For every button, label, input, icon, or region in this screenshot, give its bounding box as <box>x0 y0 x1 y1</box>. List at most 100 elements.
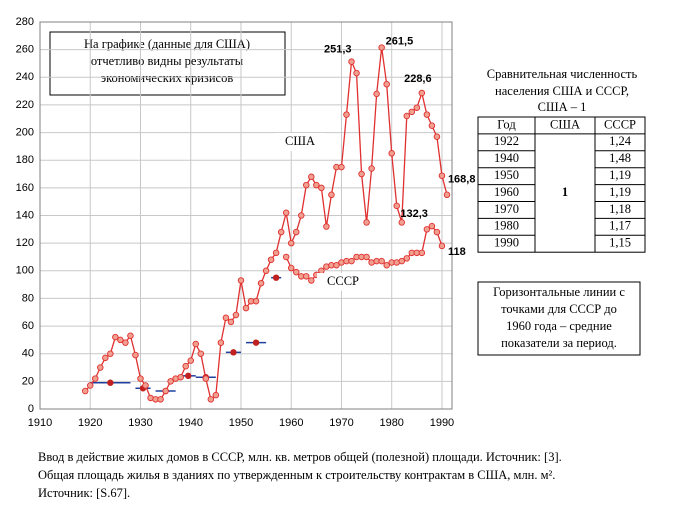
y-tick-label: 180 <box>16 154 34 166</box>
caption: Источник: [S.67]. <box>38 486 130 500</box>
point <box>338 163 345 171</box>
point <box>368 165 375 172</box>
y-tick-label: 260 <box>16 44 34 56</box>
note: Горизонтальные линии с <box>493 285 625 299</box>
y-tick-label: 80 <box>22 292 34 304</box>
note: показатели за период. <box>501 336 617 350</box>
y-tick-label: 160 <box>16 182 34 194</box>
point <box>267 256 275 263</box>
point <box>418 249 426 257</box>
point <box>207 396 215 403</box>
point <box>162 387 169 395</box>
point <box>423 111 431 118</box>
point <box>102 354 109 362</box>
point <box>132 351 139 359</box>
table-header: СССР <box>604 117 636 131</box>
point <box>127 332 134 339</box>
table-title: населения США и СССР, <box>495 84 629 98</box>
data-label: 228,6 <box>404 73 432 85</box>
point <box>86 382 94 389</box>
point <box>182 362 189 370</box>
point <box>373 90 380 98</box>
y-tick-label: 120 <box>16 237 34 249</box>
point <box>303 181 310 189</box>
point <box>393 202 400 210</box>
point <box>378 44 385 51</box>
point <box>413 104 421 111</box>
y-tick-label: 0 <box>28 403 34 415</box>
point <box>323 223 330 230</box>
table-cell: 1950 <box>494 168 519 182</box>
x-tick-label: 1910 <box>28 417 52 429</box>
point <box>107 350 114 357</box>
point <box>313 181 320 189</box>
point <box>423 226 431 233</box>
table-header: Год <box>497 117 516 131</box>
table-cell: 1,24 <box>609 134 632 148</box>
point <box>157 396 164 403</box>
point <box>418 89 426 97</box>
point <box>428 222 436 230</box>
point <box>348 257 355 265</box>
plot-frame <box>39 21 453 410</box>
point <box>403 112 411 120</box>
point <box>197 350 205 357</box>
table-title: Сравнительная численность <box>487 67 638 81</box>
y-tick-label: 200 <box>16 126 34 138</box>
point <box>383 80 390 88</box>
table-cell: 1,17 <box>609 219 631 233</box>
y-tick-label: 60 <box>22 320 34 332</box>
point <box>262 267 270 275</box>
x-tick-label: 1930 <box>128 417 152 429</box>
point <box>217 339 225 346</box>
point <box>328 191 335 199</box>
point <box>92 375 99 382</box>
note: точками для СССР до <box>501 302 617 316</box>
data-label: 168,8 <box>448 174 476 186</box>
point <box>378 257 385 265</box>
annotation: отчетливо видны результаты <box>91 54 244 68</box>
point <box>237 277 245 284</box>
data-label: 261,5 <box>386 35 414 47</box>
point <box>318 267 325 275</box>
y-tick-label: 280 <box>16 16 34 28</box>
point <box>287 264 295 272</box>
point <box>383 262 390 269</box>
x-tick-label: 1990 <box>430 417 454 429</box>
point <box>282 253 290 261</box>
x-tick-label: 1960 <box>279 417 303 429</box>
point <box>122 339 129 346</box>
point <box>358 170 365 178</box>
table-cell: 1990 <box>494 236 519 250</box>
point <box>187 357 194 364</box>
label-bg <box>274 133 326 151</box>
point <box>277 228 285 236</box>
point <box>202 375 210 382</box>
y-tick-label: 40 <box>22 348 34 360</box>
average-dot <box>272 274 280 281</box>
x-tick-label: 1970 <box>329 417 353 429</box>
point <box>282 209 290 216</box>
x-tick-label: 1940 <box>178 417 202 429</box>
series-label: СССР <box>327 274 359 288</box>
point <box>433 133 441 140</box>
point <box>252 297 260 305</box>
average-dot <box>107 379 114 386</box>
point <box>443 191 451 199</box>
point <box>388 150 395 157</box>
annotation: На графике (данные для США) <box>84 37 250 51</box>
point <box>303 273 310 280</box>
y-tick-label: 220 <box>16 99 34 111</box>
point <box>257 279 265 287</box>
point <box>292 268 300 276</box>
point <box>403 255 411 262</box>
point <box>363 253 370 261</box>
point <box>308 277 315 284</box>
point <box>438 172 446 179</box>
y-tick-label: 100 <box>16 265 34 277</box>
caption: Ввод в действие жилых домов в СССР, млн.… <box>38 450 562 464</box>
point <box>353 69 360 77</box>
y-tick-label: 240 <box>16 71 34 83</box>
point <box>287 239 295 247</box>
